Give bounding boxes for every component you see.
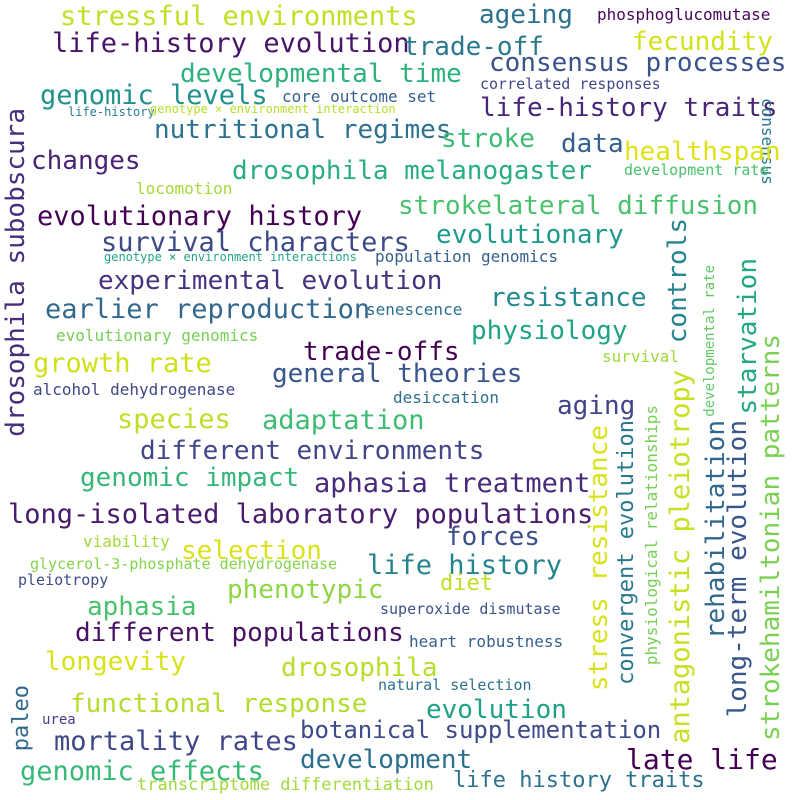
word-pleiotropy: pleiotropy	[18, 571, 109, 589]
word-different-populations: different populations	[75, 618, 404, 648]
word-strokehamiltonian-patterns: strokehamiltonian patterns	[756, 334, 786, 741]
word-core-outcome-set: core outcome set	[282, 87, 437, 106]
word-genomic-effects: genomic effects	[20, 756, 264, 787]
word-developmental-time: developmental time	[180, 59, 462, 89]
word-urea: urea	[42, 712, 76, 728]
word-changes: changes	[31, 146, 141, 176]
word-life-history-evolution: life-history evolution	[52, 28, 410, 59]
word-general-theories: general theories	[272, 359, 523, 389]
word-trade-off: trade-off	[403, 32, 544, 62]
word-drosophila: drosophila	[281, 653, 438, 683]
word-evolutionary-history: evolutionary history	[37, 201, 363, 232]
word-botanical-supplementation: botanical supplementation	[300, 716, 662, 744]
word-different-environments: different environments	[140, 436, 485, 466]
word-evolutionary: evolutionary	[436, 220, 624, 250]
word-population-genomics: population genomics	[375, 247, 559, 266]
word-healthspan: healthspan	[624, 137, 781, 167]
word-evolution: evolution	[426, 695, 567, 725]
word-controls: controls	[663, 218, 693, 344]
word-drosophila-subobscura: drosophila subobscura	[1, 108, 31, 437]
word-nutritional-regimes: nutritional regimes	[154, 115, 452, 145]
word-phenotypic: phenotypic	[227, 575, 384, 605]
word-senescence: senescence	[366, 300, 463, 319]
word-ageing: ageing	[479, 0, 573, 30]
word-life-history-traits: life-history traits	[480, 93, 778, 123]
word-development-rate: development rate	[624, 161, 769, 179]
word-experimental-evolution: experimental evolution	[98, 266, 443, 296]
word-genotype-environment-interactions: genotype × environment interactions	[104, 250, 357, 264]
word-glycerol-3-phosphate-dehydrogenase: glycerol-3-phosphate dehydrogenase	[30, 555, 338, 573]
word-survival-characters: survival characters	[101, 227, 410, 258]
word-aging: aging	[557, 391, 636, 421]
word-genomic-levels: genomic levels	[40, 80, 268, 111]
word-aphasia-treatment: aphasia treatment	[314, 468, 591, 499]
word-evolutionary-genomics: evolutionary genomics	[56, 326, 259, 345]
word-life-history-traits-label: life history traits	[453, 768, 705, 793]
word-physiological-relationships: physiological relationships	[642, 405, 661, 666]
word-fecundity: fecundity	[632, 27, 773, 57]
word-correlated-responses: correlated responses	[480, 75, 661, 93]
word-survival: survival	[602, 347, 680, 366]
word-locomotion: locomotion	[136, 179, 233, 198]
word-trade-offs: trade-offs	[303, 337, 460, 367]
word-physiology: physiology	[471, 316, 628, 346]
word-life-history-label: life history	[367, 550, 563, 581]
word-data: data	[561, 129, 624, 159]
word-long-term-evolution: long-term evolution	[723, 420, 753, 718]
word-desiccation: desiccation	[393, 388, 499, 407]
word-growth-rate: growth rate	[33, 348, 212, 379]
word-antagonistic-pleiotropy: antagonistic pleiotropy	[665, 370, 696, 744]
word-drosophila-melanogaster: drosophila melanogaster	[232, 156, 593, 186]
word-superoxide-dismutase: superoxide dismutase	[380, 600, 561, 618]
word-viability: viability	[83, 532, 170, 551]
word-mortality-rates: mortality rates	[54, 726, 298, 757]
word-development: development	[300, 745, 473, 775]
word-genomic-impact: genomic impact	[80, 463, 300, 493]
word-strokelateral-diffusion: strokelateral diffusion	[398, 191, 759, 221]
word-late-life: late life	[626, 743, 778, 776]
word-stroke: stroke	[441, 124, 535, 154]
word-natural-selection: natural selection	[378, 676, 532, 694]
word-stressful-environments: stressful environments	[60, 1, 418, 32]
word-consensus-processes: consensus processes	[489, 48, 787, 78]
word-convergent-evolution: convergent evolution	[614, 420, 639, 685]
word-earlier-reproduction: earlier reproduction	[45, 294, 371, 325]
word-alcohol-dehydrogenase: alcohol dehydrogenase	[33, 380, 236, 399]
word-selection: selection	[181, 536, 322, 566]
word-adaptation: adaptation	[262, 405, 425, 436]
word-life-history: life-history	[68, 105, 155, 119]
word-paleo: paleo	[9, 685, 34, 752]
word-developmental-rate: developmental rate	[702, 265, 718, 417]
word-species: species	[117, 404, 231, 435]
word-longevity: longevity	[45, 647, 186, 677]
word-phosphoglucomutase: phosphoglucomutase	[597, 5, 771, 24]
word-functional-response: functional response	[70, 689, 368, 719]
word-resistance: resistance	[490, 283, 647, 313]
word-aphasia: aphasia	[87, 592, 197, 622]
word-transcriptome-differentiation: transcriptome differentiation	[137, 775, 434, 795]
word-stress-resistance: stress resistance	[584, 425, 614, 692]
word-diet: diet	[440, 571, 493, 596]
word-heart-robustness: heart robustness	[409, 632, 564, 651]
word-genotype-environment-interaction: genotype × environment interaction	[150, 102, 396, 116]
word-long-isolated-laboratory-populations: long-isolated laboratory populations	[8, 499, 594, 530]
word-forces: forces	[446, 522, 540, 552]
